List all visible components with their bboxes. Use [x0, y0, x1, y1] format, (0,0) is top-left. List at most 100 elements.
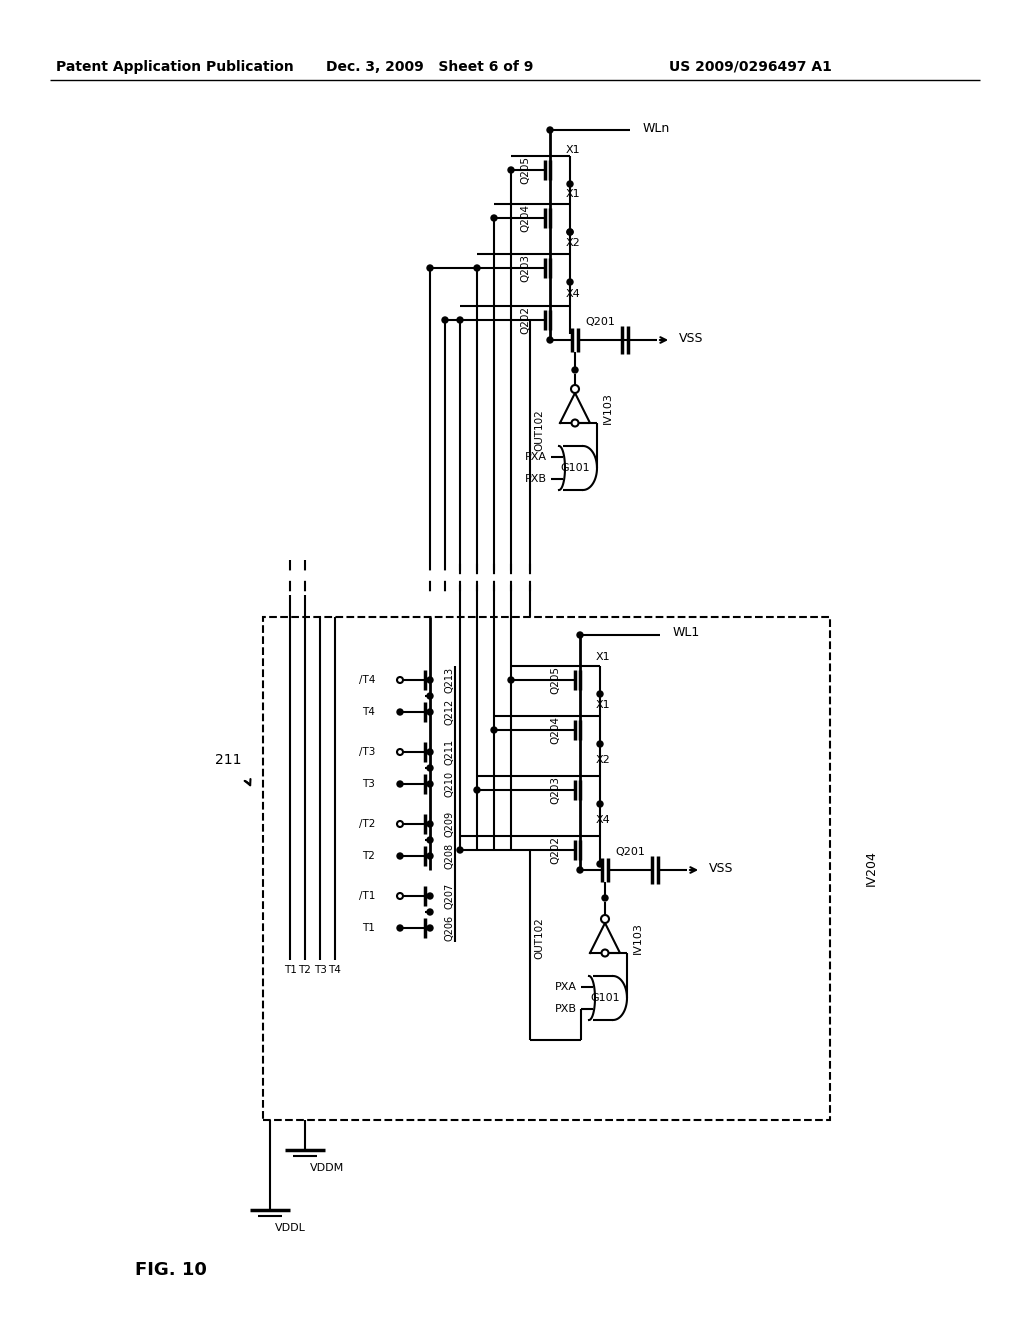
Circle shape [427, 709, 433, 715]
Text: X4: X4 [566, 289, 581, 300]
Text: OUT102: OUT102 [534, 409, 544, 451]
Text: Patent Application Publication: Patent Application Publication [56, 59, 294, 74]
Circle shape [572, 367, 578, 374]
Text: Q210: Q210 [445, 771, 455, 797]
Circle shape [601, 949, 608, 957]
Text: Q209: Q209 [445, 810, 455, 837]
Text: Q201: Q201 [615, 847, 645, 857]
Circle shape [397, 781, 403, 787]
Text: /T3: /T3 [358, 747, 375, 756]
Circle shape [601, 915, 609, 923]
Circle shape [427, 894, 433, 899]
Text: T1: T1 [284, 965, 296, 975]
Text: Q212: Q212 [445, 698, 455, 725]
Text: WL1: WL1 [673, 627, 700, 639]
Circle shape [597, 741, 603, 747]
Text: T2: T2 [362, 851, 375, 861]
Circle shape [427, 781, 433, 787]
Text: T4: T4 [362, 708, 375, 717]
Text: /T2: /T2 [358, 818, 375, 829]
Text: VDDL: VDDL [275, 1224, 306, 1233]
Text: US 2009/0296497 A1: US 2009/0296497 A1 [669, 59, 831, 74]
Circle shape [427, 837, 433, 843]
Text: OUT102: OUT102 [534, 917, 544, 958]
Text: Q205: Q205 [520, 156, 530, 183]
Circle shape [547, 337, 553, 343]
Text: Q204: Q204 [550, 715, 560, 744]
Text: VSS: VSS [709, 862, 733, 874]
Text: Q201: Q201 [585, 317, 615, 327]
Circle shape [397, 894, 403, 899]
Circle shape [457, 317, 463, 323]
Circle shape [567, 228, 573, 235]
Text: Q205: Q205 [550, 667, 560, 694]
Text: WLn: WLn [643, 121, 671, 135]
Circle shape [571, 420, 579, 426]
Text: T3: T3 [313, 965, 327, 975]
Text: IV103: IV103 [603, 392, 613, 424]
Text: Q206: Q206 [445, 915, 455, 941]
Text: T3: T3 [362, 779, 375, 789]
Text: Q203: Q203 [520, 253, 530, 282]
Text: Dec. 3, 2009   Sheet 6 of 9: Dec. 3, 2009 Sheet 6 of 9 [327, 59, 534, 74]
Circle shape [490, 727, 497, 733]
Text: Q202: Q202 [550, 836, 560, 865]
Text: T1: T1 [362, 923, 375, 933]
Text: /T1: /T1 [358, 891, 375, 902]
Circle shape [597, 690, 603, 697]
Text: Q207: Q207 [445, 883, 455, 909]
Circle shape [427, 748, 433, 755]
Circle shape [567, 181, 573, 187]
Circle shape [457, 847, 463, 853]
Circle shape [427, 909, 433, 915]
Text: Q211: Q211 [445, 739, 455, 766]
Circle shape [397, 748, 403, 755]
Text: Q204: Q204 [520, 205, 530, 232]
Circle shape [427, 853, 433, 859]
Circle shape [427, 677, 433, 682]
Circle shape [474, 265, 480, 271]
Text: G101: G101 [590, 993, 620, 1003]
Text: Q208: Q208 [445, 843, 455, 869]
Circle shape [474, 787, 480, 793]
Text: Q213: Q213 [445, 667, 455, 693]
Text: /T4: /T4 [358, 675, 375, 685]
Circle shape [577, 632, 583, 638]
Circle shape [442, 317, 449, 323]
Circle shape [427, 265, 433, 271]
Circle shape [508, 168, 514, 173]
Circle shape [567, 228, 573, 235]
Text: X1: X1 [566, 189, 581, 199]
Text: Q202: Q202 [520, 306, 530, 334]
Text: X2: X2 [596, 755, 610, 766]
Circle shape [427, 821, 433, 828]
Text: 211: 211 [215, 752, 242, 767]
Circle shape [397, 709, 403, 715]
Text: VSS: VSS [679, 331, 703, 345]
Circle shape [427, 693, 433, 700]
Text: X4: X4 [596, 814, 610, 825]
Text: VDDM: VDDM [310, 1163, 344, 1173]
Text: G101: G101 [560, 463, 590, 473]
Circle shape [427, 925, 433, 931]
Circle shape [490, 215, 497, 220]
Circle shape [547, 127, 553, 133]
Circle shape [397, 677, 403, 682]
Text: X1: X1 [566, 145, 581, 154]
Bar [263, 616, 830, 1119]
Text: X2: X2 [566, 238, 581, 248]
Circle shape [397, 925, 403, 931]
Text: X1: X1 [596, 652, 610, 663]
Circle shape [597, 861, 603, 867]
Circle shape [397, 853, 403, 859]
Text: IV204: IV204 [865, 850, 878, 886]
Text: T4: T4 [329, 965, 341, 975]
Circle shape [397, 821, 403, 828]
Text: T2: T2 [299, 965, 311, 975]
Circle shape [567, 279, 573, 285]
Circle shape [577, 867, 583, 873]
Circle shape [571, 385, 579, 393]
Circle shape [427, 766, 433, 771]
Text: X1: X1 [596, 700, 610, 710]
Text: PXA: PXA [525, 451, 547, 462]
